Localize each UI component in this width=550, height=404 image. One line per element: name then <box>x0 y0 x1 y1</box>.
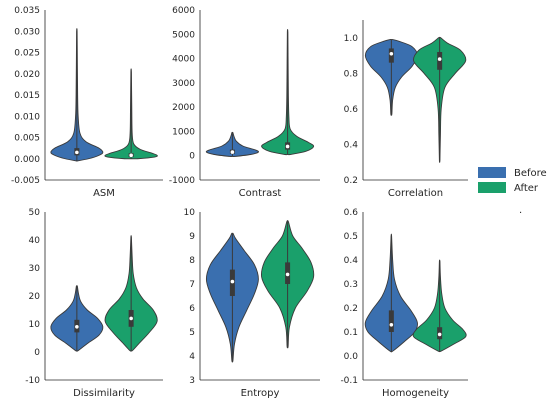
x-axis-label: ASM <box>93 188 115 199</box>
x-axis-label: Dissimilarity <box>73 388 135 399</box>
x-axis-label: Homogeneity <box>382 388 449 399</box>
y-tick-label: -0.1 <box>340 376 358 386</box>
legend-label-after: After <box>514 183 539 194</box>
y-tick-label: 20 <box>29 292 41 302</box>
y-tick-label: 0.015 <box>14 91 40 101</box>
y-tick-label: 30 <box>29 264 41 274</box>
y-tick-label: -10 <box>25 376 40 386</box>
violin-median-point <box>129 316 133 321</box>
y-tick-label: 0.1 <box>344 328 358 338</box>
panels: -0.0050.0000.0050.0100.0150.0200.0250.03… <box>11 6 468 399</box>
y-tick-label: 0.030 <box>14 27 40 37</box>
y-tick-label: 0.000 <box>14 155 40 165</box>
legend-swatch-after <box>478 182 506 193</box>
y-tick-label: 0.0 <box>344 352 359 362</box>
violin-median-point <box>75 150 79 155</box>
y-tick-label: 5 <box>189 328 195 338</box>
y-tick-label: 6 <box>189 304 195 314</box>
panel-2: 0.2 0.4 0.6 0.8 1.0 Correlation <box>344 20 468 199</box>
violin-median-point <box>129 153 133 158</box>
y-tick-label: 6000 <box>172 6 195 16</box>
y-tick-label: 1.0 <box>344 34 359 44</box>
y-tick-label: -0.005 <box>11 176 40 186</box>
y-tick-label: 4 <box>189 352 195 362</box>
legend-swatch-before <box>478 167 506 178</box>
y-tick-label: -1000 <box>169 176 195 186</box>
y-tick-label: 0.005 <box>14 134 40 144</box>
y-tick-label: 0.4 <box>344 140 359 150</box>
y-tick-label: 2000 <box>172 103 195 113</box>
y-tick-label: 7 <box>189 280 195 290</box>
y-tick-label: 0.020 <box>14 70 40 80</box>
legend-footnote: . <box>519 205 522 216</box>
y-tick-label: 0.6 <box>344 208 359 218</box>
panel-5: -0.1 0.0 0.1 0.2 0.3 0.4 0.5 0.6 Homogeneity <box>340 208 468 399</box>
violin-median-point <box>230 279 235 284</box>
violin-median-point <box>389 51 394 56</box>
y-tick-label: 50 <box>29 208 41 218</box>
y-tick-label: 0.5 <box>344 232 358 242</box>
y-tick-label: 0.2 <box>344 176 358 186</box>
x-axis-label: Contrast <box>239 188 282 199</box>
y-tick-label: 0 <box>34 348 40 358</box>
violin-median-point <box>285 272 290 277</box>
panel-3: -10 0 10 20 30 40 50 Dissimilarity <box>25 208 163 399</box>
y-tick-label: 0.4 <box>344 256 359 266</box>
y-tick-label: 40 <box>29 236 41 246</box>
y-tick-label: 5000 <box>172 30 195 40</box>
y-tick-label: 0.035 <box>14 6 40 16</box>
violin-iqr-box <box>388 310 394 332</box>
y-tick-label: 10 <box>29 320 41 330</box>
y-tick-label: 1000 <box>172 127 195 137</box>
legend: Before After . <box>478 167 547 216</box>
y-tick-label: 0.6 <box>344 105 359 115</box>
y-tick-label: 10 <box>184 208 196 218</box>
y-tick-label: 3 <box>189 376 195 386</box>
y-tick-label: 0.2 <box>344 304 358 314</box>
x-axis-label: Entropy <box>241 388 280 399</box>
y-tick-label: 8 <box>189 256 195 266</box>
y-tick-label: 0.025 <box>14 49 40 59</box>
y-tick-label: 0.8 <box>344 69 359 79</box>
violin-median-point <box>230 150 235 154</box>
y-tick-label: 0.010 <box>14 112 40 122</box>
panel-0: -0.005 0.000 0.005 0.010 0.015 0.020 0.025 0.03… <box>11 6 163 199</box>
violin-median-point <box>437 332 442 337</box>
legend-label-before: Before <box>514 168 547 179</box>
y-tick-label: 3000 <box>172 79 195 89</box>
x-axis-label: Correlation <box>388 188 443 199</box>
y-tick-label: 9 <box>189 232 195 242</box>
y-tick-label: 0.3 <box>344 280 358 290</box>
violin-median-point <box>285 144 290 149</box>
panel-4: 3 4 5 6 7 8 9 10 Entropy <box>184 208 320 399</box>
violin-median-point <box>437 57 442 61</box>
violin-median-point <box>75 325 79 329</box>
y-tick-label: 4000 <box>172 55 195 65</box>
violin-median-point <box>389 323 394 327</box>
panel-1: -1000 0 1000 2000 3000 4000 5000 6000 Contrast <box>169 6 320 199</box>
y-tick-label: 0 <box>189 152 195 162</box>
